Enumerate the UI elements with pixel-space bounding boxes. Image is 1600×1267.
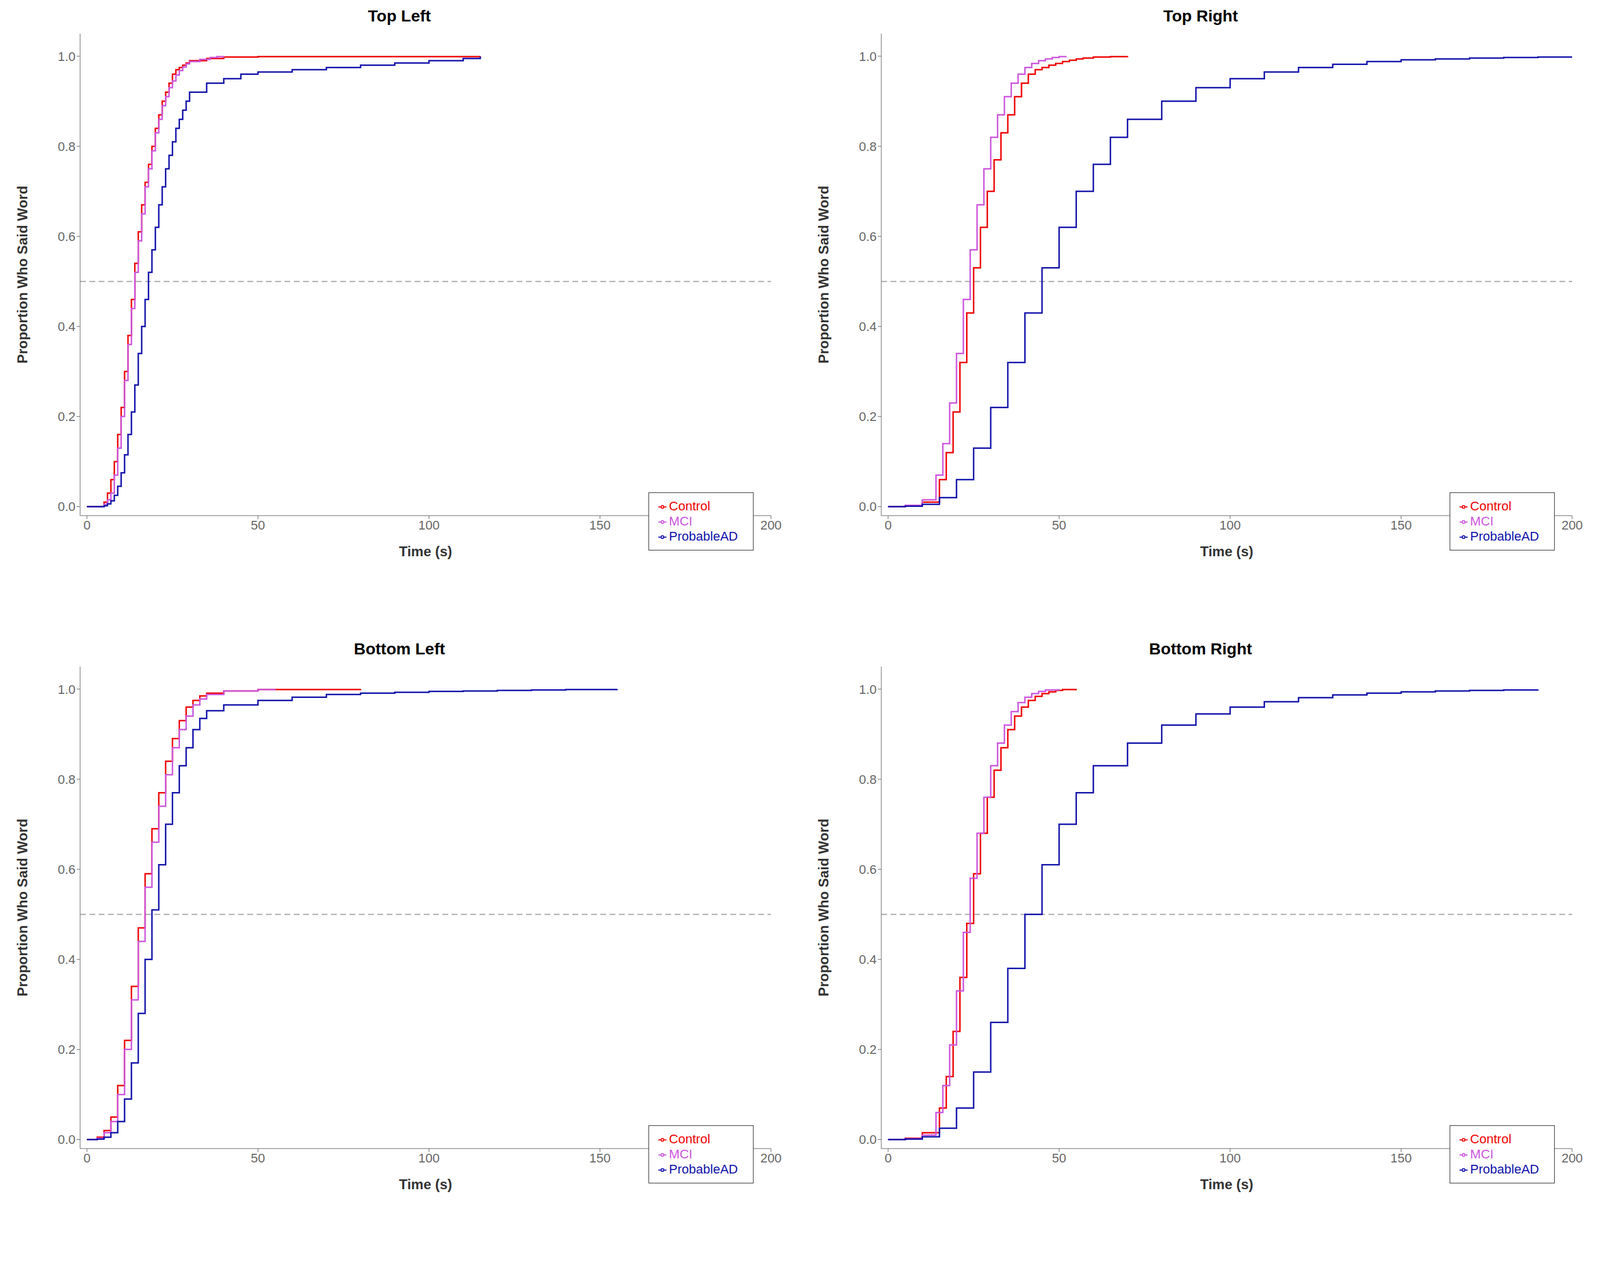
svg-text:0: 0 (884, 517, 892, 533)
svg-text:0.8: 0.8 (57, 139, 76, 154)
svg-text:50: 50 (1051, 1150, 1066, 1166)
html-text:ProbableAD: ProbableAD (669, 528, 738, 544)
svg-text:0.6: 0.6 (858, 229, 877, 244)
svg-text:Proportion Who Said Word: Proportion Who Said Word (14, 185, 31, 364)
svg-text:100: 100 (1219, 1150, 1242, 1166)
svg-text:Proportion Who Said Word: Proportion Who Said Word (815, 818, 832, 997)
svg-text:0.8: 0.8 (858, 139, 877, 154)
svg-text:200: 200 (760, 517, 783, 533)
svg-text:100: 100 (418, 517, 441, 533)
svg-text:0.2: 0.2 (858, 1042, 877, 1057)
html-text:MCI: MCI (669, 1146, 693, 1162)
svg-text:1.0: 1.0 (57, 682, 76, 697)
html-text:MCI: MCI (1470, 1146, 1494, 1162)
svg-text:100: 100 (1219, 517, 1242, 533)
svg-text:100: 100 (418, 1150, 441, 1166)
svg-text:0.0: 0.0 (858, 499, 877, 514)
svg-text:50: 50 (250, 1150, 265, 1166)
svg-text:50: 50 (250, 517, 265, 533)
html-text:Control: Control (1470, 1131, 1512, 1147)
html-text:Control: Control (669, 498, 711, 514)
svg-text:0.2: 0.2 (57, 1042, 76, 1057)
html-text:Control: Control (1470, 498, 1512, 514)
svg-text:0: 0 (884, 1150, 892, 1166)
svg-text:200: 200 (1561, 517, 1584, 533)
html-text:ProbableAD: ProbableAD (669, 1161, 738, 1177)
svg-text:0.4: 0.4 (57, 319, 76, 334)
svg-text:Time (s): Time (s) (398, 543, 453, 560)
html-text:MCI: MCI (669, 513, 693, 529)
svg-text:0: 0 (83, 517, 91, 533)
html-text:ProbableAD: ProbableAD (1470, 528, 1540, 544)
svg-text:1.0: 1.0 (57, 49, 76, 64)
svg-text:Proportion Who Said Word: Proportion Who Said Word (14, 818, 31, 997)
svg-text:0.6: 0.6 (57, 862, 76, 877)
svg-text:0.2: 0.2 (858, 409, 877, 424)
svg-text:0.4: 0.4 (858, 952, 877, 967)
svg-text:1.0: 1.0 (858, 682, 877, 697)
html-text:Bottom Left: Bottom Left (353, 639, 445, 658)
svg-text:0.4: 0.4 (858, 319, 877, 334)
svg-text:0.6: 0.6 (57, 229, 76, 244)
svg-text:150: 150 (1390, 1150, 1412, 1166)
svg-text:Proportion Who Said Word: Proportion Who Said Word (815, 185, 832, 364)
svg-text:0.4: 0.4 (57, 952, 76, 967)
svg-text:150: 150 (589, 517, 611, 533)
html-text:MCI: MCI (1470, 513, 1494, 529)
svg-text:Time (s): Time (s) (398, 1176, 453, 1192)
svg-text:0.0: 0.0 (858, 1132, 877, 1147)
svg-text:200: 200 (760, 1150, 783, 1166)
html-text:Control: Control (669, 1131, 711, 1147)
html-text:Bottom Right: Bottom Right (1149, 639, 1253, 658)
html-text:Top Right: Top Right (1163, 6, 1238, 25)
svg-text:0.8: 0.8 (57, 772, 76, 787)
svg-text:0.6: 0.6 (858, 862, 877, 877)
html-text:Top Left: Top Left (367, 6, 431, 25)
svg-text:150: 150 (1390, 517, 1412, 533)
svg-text:0.8: 0.8 (858, 772, 877, 787)
svg-text:50: 50 (1051, 517, 1066, 533)
svg-text:150: 150 (589, 1150, 611, 1166)
svg-text:0: 0 (83, 1150, 91, 1166)
svg-text:0.0: 0.0 (57, 499, 76, 514)
html-text:ProbableAD: ProbableAD (1470, 1161, 1540, 1177)
svg-text:Time (s): Time (s) (1200, 543, 1254, 560)
svg-text:200: 200 (1561, 1150, 1584, 1166)
svg-text:1.0: 1.0 (858, 49, 877, 64)
svg-text:0.2: 0.2 (57, 409, 76, 424)
svg-text:Time (s): Time (s) (1200, 1176, 1254, 1192)
svg-text:0.0: 0.0 (57, 1132, 76, 1147)
